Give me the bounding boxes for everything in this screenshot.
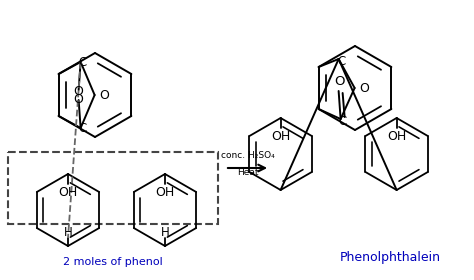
Text: O: O bbox=[360, 81, 370, 95]
Text: OH: OH bbox=[155, 186, 174, 199]
Text: O: O bbox=[100, 88, 109, 102]
Text: Phenolphthalein: Phenolphthalein bbox=[339, 251, 440, 265]
Text: conc. H₂SO₄: conc. H₂SO₄ bbox=[221, 151, 275, 160]
Text: O: O bbox=[73, 85, 83, 97]
Text: C: C bbox=[79, 122, 87, 134]
Text: C: C bbox=[79, 55, 87, 69]
Text: H: H bbox=[161, 225, 169, 239]
Bar bbox=[8, 152, 218, 224]
Text: H: H bbox=[64, 225, 73, 239]
Text: C: C bbox=[338, 115, 347, 127]
Text: OH: OH bbox=[271, 130, 290, 143]
Text: OH: OH bbox=[387, 130, 406, 143]
Text: O: O bbox=[334, 74, 345, 88]
Text: Heat: Heat bbox=[237, 167, 259, 176]
Text: C: C bbox=[337, 55, 346, 67]
Text: O: O bbox=[73, 92, 83, 106]
Text: 2 moles of phenol: 2 moles of phenol bbox=[63, 257, 163, 267]
Text: OH: OH bbox=[58, 186, 78, 199]
